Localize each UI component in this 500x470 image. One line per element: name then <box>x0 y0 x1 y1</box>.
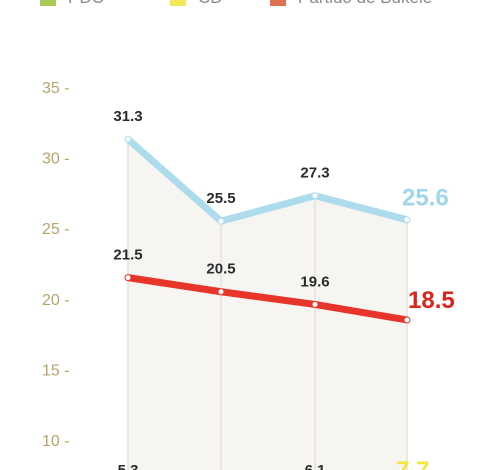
legend: PDC CD Partido de Bukele <box>0 0 500 12</box>
series-point-blue-4 <box>404 217 410 223</box>
series-line-red <box>124 274 411 324</box>
plot-area-fill <box>128 139 407 470</box>
data-label-red-3: 19.6 <box>300 273 329 290</box>
data-label-bottom-1: 5.3 <box>118 462 139 470</box>
legend-swatch-cd <box>170 0 186 6</box>
legend-swatch-pdc <box>40 0 56 6</box>
series-point-red-1 <box>125 275 131 281</box>
series-point-red-2 <box>218 289 224 295</box>
end-label-blue: 25.6 <box>402 185 449 212</box>
series-point-blue-2 <box>218 218 224 224</box>
data-label-blue-3: 27.3 <box>300 165 329 182</box>
data-label-red-2: 20.5 <box>206 261 235 278</box>
data-label-red-1: 21.5 <box>113 247 142 264</box>
series-point-red-4 <box>404 317 410 323</box>
series-point-red-3 <box>312 301 318 307</box>
y-tick-label-35: 35 - <box>42 80 70 97</box>
legend-item-pdc: PDC <box>40 0 104 8</box>
y-tick-label-25: 25 - <box>42 221 70 238</box>
y-tick-label-30: 30 - <box>42 151 70 168</box>
legend-label-pdc: PDC <box>68 0 104 8</box>
legend-label-cd: CD <box>198 0 223 8</box>
series-point-blue-3 <box>312 193 318 199</box>
series-point-blue-1 <box>125 136 131 142</box>
data-label-blue-1: 31.3 <box>113 108 142 125</box>
legend-label-bukele: Partido de Bukele <box>298 0 432 8</box>
data-label-bottom-3: 6.1 <box>305 462 326 470</box>
legend-item-bukele: Partido de Bukele <box>270 0 432 8</box>
y-tick-label-20: 20 - <box>42 292 70 309</box>
y-tick-label-10: 10 - <box>42 433 70 450</box>
legend-swatch-bukele <box>270 0 286 6</box>
data-label-blue-2: 25.5 <box>206 190 235 207</box>
legend-item-cd: CD <box>170 0 223 8</box>
end-label-red: 18.5 <box>408 287 455 314</box>
y-tick-label-15: 15 - <box>42 362 70 379</box>
end-label-bottom: 7.7 <box>396 457 429 470</box>
series-line-blue <box>124 135 411 225</box>
